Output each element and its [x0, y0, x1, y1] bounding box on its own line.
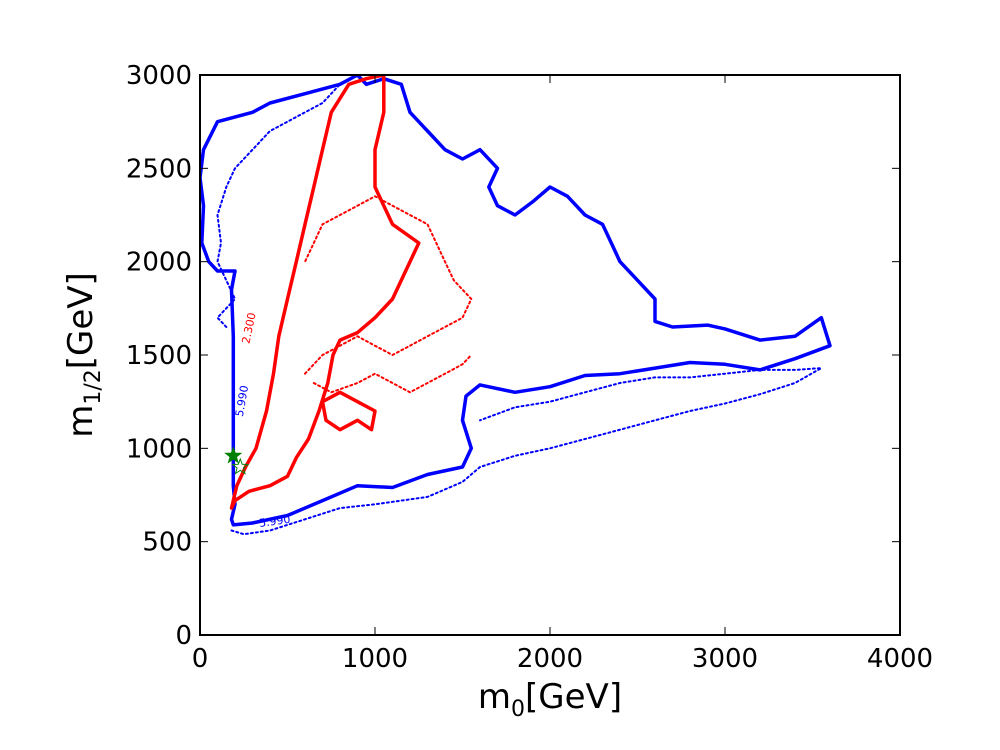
y-tick-label: 500 — [142, 528, 192, 558]
contour-series-layer — [200, 75, 832, 536]
x-tick-label: 1000 — [342, 644, 408, 674]
y-axis-unit: [GeV] — [61, 272, 101, 369]
y-axis-ticks: 0 500 1000 1500 2000 2500 3000 — [126, 61, 900, 651]
y-axis-symbol: m — [61, 405, 101, 438]
red-solid-contour — [229, 75, 421, 510]
x-axis-unit: [GeV] — [525, 677, 622, 717]
x-axis-subscript: 0 — [511, 697, 525, 722]
x-axis-title: m0[GeV] — [478, 677, 622, 722]
x-tick-label: 4000 — [867, 644, 933, 674]
y-tick-label: 3000 — [126, 61, 192, 91]
y-tick-label: 2000 — [126, 248, 192, 278]
x-tick-label: 3000 — [692, 644, 758, 674]
red-dotted-contour — [304, 195, 473, 375]
blue-dotted-contour — [230, 367, 823, 536]
contour-level-label: 5.990 — [258, 513, 291, 530]
x-tick-label: 2000 — [517, 644, 583, 674]
y-tick-label: 1500 — [126, 341, 192, 371]
y-axis-title: m1/2[GeV] — [61, 272, 106, 438]
best-fit-star-filled — [224, 446, 243, 464]
red-solid-contour — [320, 390, 377, 432]
y-tick-label: 2500 — [126, 154, 192, 184]
contour-level-label: 2.300 — [239, 311, 258, 345]
markers-layer — [224, 446, 250, 475]
red-dotted-contour — [312, 354, 473, 394]
contour-level-label: 5.990 — [233, 384, 251, 417]
x-tick-label: 0 — [192, 644, 209, 674]
best-fit-star-open — [231, 457, 250, 475]
blue-solid-contour — [200, 75, 832, 527]
blue-dotted-contour — [216, 83, 341, 328]
plot-area: 5.990 2.300 5.990 — [199, 74, 901, 636]
contour-labels-layer: 5.990 2.300 5.990 — [233, 311, 291, 530]
plot-frame — [199, 74, 901, 636]
y-tick-label: 1000 — [126, 434, 192, 464]
y-tick-label: 0 — [175, 621, 192, 651]
x-axis-ticks: 0 1000 2000 3000 4000 — [192, 75, 933, 674]
x-axis-symbol: m — [478, 677, 511, 717]
y-axis-subscript: 1/2 — [81, 369, 106, 404]
